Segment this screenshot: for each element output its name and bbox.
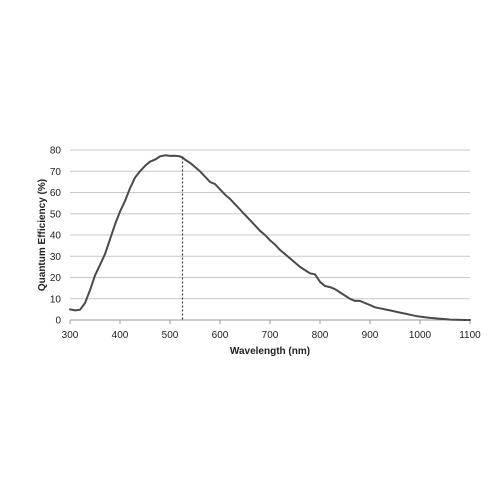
y-tick-label-0: 0 [55,316,61,327]
x-tick-label-300: 300 [62,330,79,341]
x-tick-label-700: 700 [262,330,279,341]
x-tick-label-900: 900 [362,330,379,341]
y-axis-title: Quantum Efficiency (%) [37,179,48,291]
x-tick-label-1100: 1100 [459,330,481,341]
x-tick-label-1000: 1000 [409,330,432,341]
x-tick-label-500: 500 [162,330,179,341]
y-tick-label-60: 60 [50,188,62,199]
x-tick-label-600: 600 [212,330,229,341]
axes [69,319,471,324]
y-tick-label-80: 80 [50,146,62,157]
y-tick-label-70: 70 [50,167,62,178]
y-tick-label-20: 20 [50,273,62,284]
y-tick-label-10: 10 [50,294,62,305]
gridlines [70,149,470,300]
y-tick-label-40: 40 [50,231,62,242]
series-line-0 [69,154,471,321]
y-tick-label-50: 50 [50,209,62,220]
x-axis-title: Wavelength (nm) [230,346,310,357]
x-tick-label-800: 800 [312,330,329,341]
tick-labels: 0 10 20 30 40 50 60 70 80 300 400 500 600 700 800 900 10… [50,146,481,342]
x-tick-label-400: 400 [112,330,129,341]
series-group [69,154,471,321]
y-tick-label-30: 30 [50,252,62,263]
